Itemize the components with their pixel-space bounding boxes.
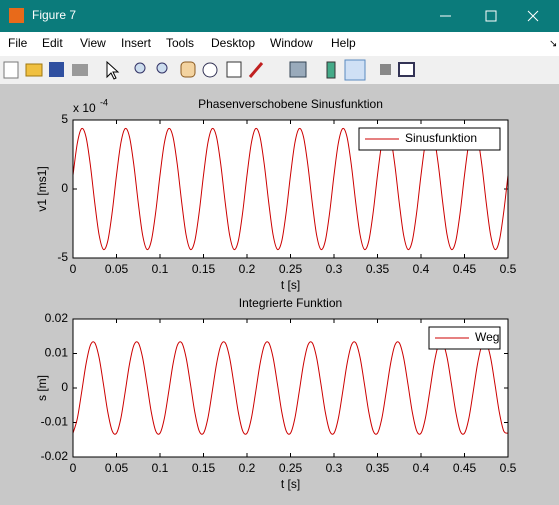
menu-item[interactable]: View bbox=[80, 36, 106, 50]
x-tick-label: 0.2 bbox=[239, 262, 256, 276]
x-tick-label: 0 bbox=[70, 461, 77, 475]
x-tick-label: 0 bbox=[70, 262, 77, 276]
rotate-icon[interactable] bbox=[202, 62, 218, 78]
y-tick-label: -5 bbox=[57, 250, 68, 264]
open-icon[interactable] bbox=[25, 63, 43, 77]
plots: 0 0.05 0.1 0.15 0.2 0.25 0.3 0.35 0.4 0.45 0.5-505… bbox=[35, 97, 516, 491]
x-tick-label: 0.2 bbox=[239, 461, 256, 475]
title-bar bbox=[0, 0, 559, 32]
menu: File Edit View Insert Tools Desktop Window Help bbox=[8, 36, 356, 50]
x-tick-label: 0.4 bbox=[413, 262, 430, 276]
show-tools-icon[interactable] bbox=[398, 62, 415, 77]
y-tick-label: -0.01 bbox=[41, 415, 69, 429]
brush-icon[interactable] bbox=[248, 62, 264, 78]
y-tick-label: 0.01 bbox=[45, 346, 69, 360]
dock-arrow[interactable]: ↘ bbox=[549, 39, 557, 50]
y-axis-label: v1 [ms1] bbox=[35, 166, 49, 211]
x-tick-label: 0.05 bbox=[105, 262, 129, 276]
menu-item[interactable]: Desktop bbox=[211, 36, 255, 50]
menu-item[interactable]: Insert bbox=[121, 36, 152, 50]
y-tick-label: 0 bbox=[61, 181, 68, 195]
y-tick-label: 5 bbox=[61, 112, 68, 126]
select-icon[interactable] bbox=[106, 60, 120, 80]
link-icon[interactable] bbox=[289, 61, 307, 78]
plot-lines bbox=[73, 341, 508, 435]
maximize-button[interactable] bbox=[485, 10, 497, 22]
y-tick-label: 0 bbox=[61, 380, 68, 394]
new-icon[interactable] bbox=[3, 61, 19, 79]
menu-item[interactable]: Edit bbox=[42, 36, 63, 50]
x-tick-label: 0.4 bbox=[413, 461, 430, 475]
x-tick-label: 0.15 bbox=[192, 461, 216, 475]
hide-tools-icon[interactable] bbox=[380, 64, 391, 75]
x-tick-label: 0.1 bbox=[152, 262, 169, 276]
menu-item[interactable]: File bbox=[8, 36, 28, 50]
x-tick-label: 0.35 bbox=[366, 262, 390, 276]
menu-item[interactable]: Tools bbox=[166, 36, 194, 50]
legend-label: Sinusfunktion bbox=[405, 131, 477, 145]
zoom-out-icon[interactable] bbox=[156, 62, 168, 74]
menu-bar bbox=[0, 32, 559, 56]
chart-title: Phasenverschobene Sinusfunktion bbox=[198, 97, 383, 111]
pan-icon[interactable] bbox=[180, 61, 196, 78]
x-tick-label: 0.25 bbox=[279, 262, 303, 276]
x-tick-label: 0.3 bbox=[326, 461, 343, 475]
x-axis-label: t [s] bbox=[281, 278, 300, 292]
x-tick-label: 0.5 bbox=[500, 262, 517, 276]
x-tick-label: 0.45 bbox=[453, 461, 477, 475]
data-line bbox=[73, 341, 508, 435]
zoom-in-icon[interactable] bbox=[134, 62, 146, 74]
menu-item[interactable]: Window bbox=[270, 36, 313, 50]
x-tick-label: 0.1 bbox=[152, 461, 169, 475]
x-tick-label: 0.3 bbox=[326, 262, 343, 276]
y-multiplier-exponent: -4 bbox=[100, 97, 108, 107]
colorbar-icon[interactable] bbox=[326, 61, 336, 79]
legend-box bbox=[358, 127, 501, 151]
toolbar bbox=[0, 56, 559, 84]
x-tick-label: 0.45 bbox=[453, 262, 477, 276]
legend-label: Weg bbox=[475, 330, 499, 344]
toolbar-icons bbox=[3, 59, 415, 81]
save-icon[interactable] bbox=[49, 62, 64, 77]
x-tick-label: 0.35 bbox=[366, 461, 390, 475]
x-axis-label: t [s] bbox=[281, 477, 300, 491]
datatip-icon[interactable] bbox=[226, 61, 242, 78]
legend-icon[interactable] bbox=[344, 59, 366, 81]
y-axis-label: s [m] bbox=[35, 375, 49, 401]
axes-box bbox=[72, 318, 509, 458]
y-multiplier: x 10 bbox=[73, 101, 96, 115]
window-title: Figure 7 bbox=[32, 8, 76, 22]
x-tick-label: 0.15 bbox=[192, 262, 216, 276]
x-tick-label: 0.05 bbox=[105, 461, 129, 475]
chart-title: Integrierte Funktion bbox=[239, 296, 342, 310]
x-tick-label: 0.25 bbox=[279, 461, 303, 475]
y-tick-label: -0.02 bbox=[41, 449, 69, 463]
axes-box bbox=[72, 119, 509, 259]
print-icon[interactable] bbox=[72, 64, 88, 76]
menu-item[interactable]: Help bbox=[331, 36, 356, 50]
x-tick-label: 0.5 bbox=[500, 461, 517, 475]
close-button[interactable] bbox=[527, 10, 539, 22]
y-tick-label: 0.02 bbox=[45, 311, 69, 325]
app-icon bbox=[9, 8, 24, 23]
